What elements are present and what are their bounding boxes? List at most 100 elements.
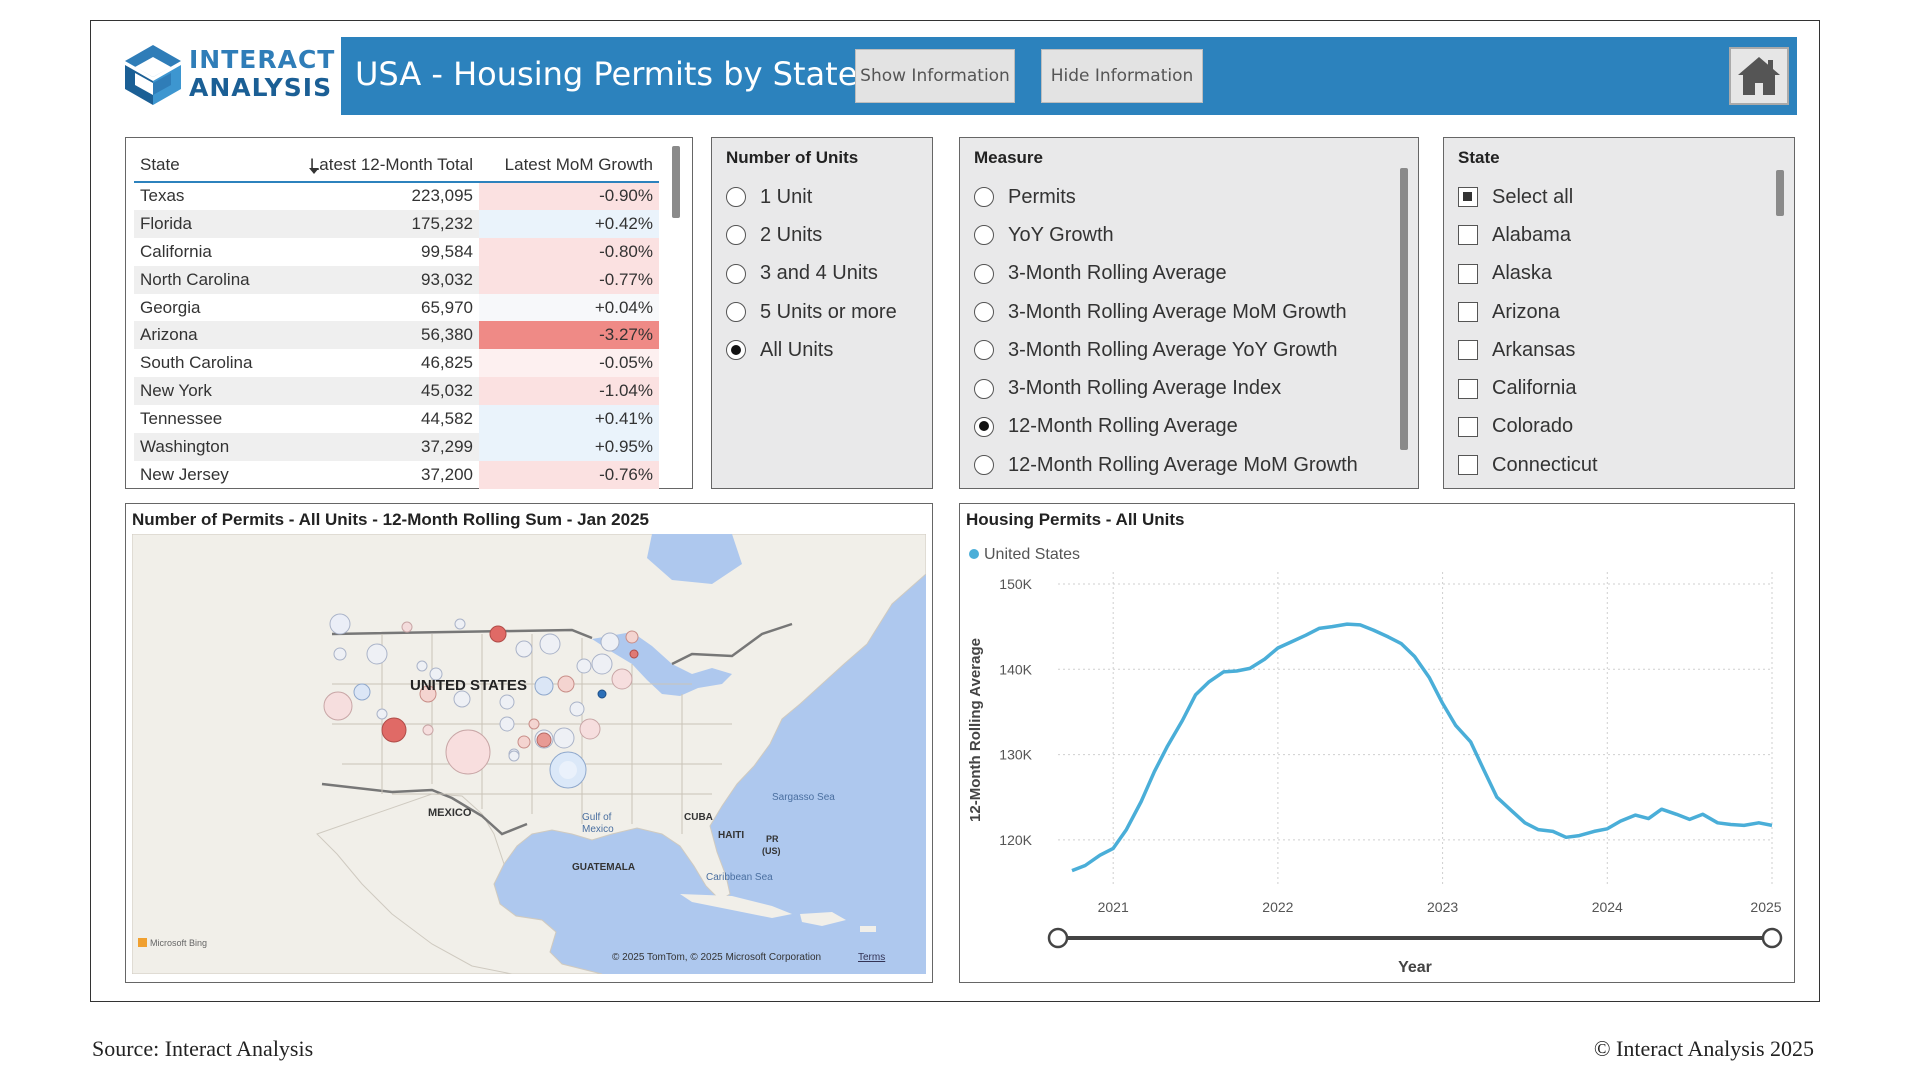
map-bubble[interactable] bbox=[536, 732, 552, 748]
radio-button[interactable] bbox=[974, 378, 994, 399]
measure-option[interactable]: 12-Month Rolling Average bbox=[974, 408, 1358, 446]
date-range-slider-end-handle[interactable] bbox=[1761, 927, 1783, 949]
show-information-button[interactable]: Show Information bbox=[855, 49, 1015, 103]
map-bubble[interactable] bbox=[591, 653, 613, 675]
map-bubble[interactable] bbox=[557, 675, 575, 693]
table-row[interactable]: North Carolina 93,032 -0.77% bbox=[134, 265, 659, 294]
map-bubble[interactable] bbox=[528, 718, 540, 730]
home-button[interactable] bbox=[1729, 47, 1789, 105]
state-option[interactable]: Select all bbox=[1458, 178, 1598, 216]
measure-option[interactable]: YoY Growth bbox=[974, 216, 1358, 254]
units-option[interactable]: 3 and 4 Units bbox=[726, 255, 897, 293]
map-bubble[interactable] bbox=[419, 685, 437, 703]
map-bubble[interactable] bbox=[333, 647, 347, 661]
map-bubble[interactable] bbox=[625, 630, 639, 644]
measure-option[interactable]: 3-Month Rolling Average MoM Growth bbox=[974, 293, 1358, 331]
series-line-united-states[interactable] bbox=[1071, 622, 1773, 873]
radio-button[interactable] bbox=[974, 263, 994, 284]
map-bubble[interactable] bbox=[323, 691, 353, 721]
radio-button[interactable] bbox=[726, 302, 746, 323]
table-row[interactable]: Florida 175,232 +0.42% bbox=[134, 209, 659, 238]
map-bubble[interactable] bbox=[600, 632, 620, 652]
checkbox[interactable] bbox=[1458, 263, 1478, 284]
checkbox[interactable] bbox=[1458, 187, 1478, 208]
checkbox[interactable] bbox=[1458, 378, 1478, 399]
map-bubble[interactable] bbox=[559, 761, 577, 779]
table-row[interactable]: Washington 37,299 +0.95% bbox=[134, 433, 659, 461]
hide-information-button[interactable]: Hide Information bbox=[1041, 49, 1203, 103]
table-row[interactable]: New York 45,032 -1.04% bbox=[134, 377, 659, 406]
map-bubble[interactable] bbox=[534, 676, 554, 696]
map-bubble[interactable] bbox=[416, 660, 428, 672]
map-bubble[interactable] bbox=[611, 668, 633, 690]
checkbox[interactable] bbox=[1458, 455, 1478, 476]
measure-option[interactable]: 12-Month Rolling Average MoM Growth bbox=[974, 446, 1358, 484]
checkbox[interactable] bbox=[1458, 225, 1478, 246]
units-option[interactable]: All Units bbox=[726, 331, 897, 369]
table-row[interactable]: Tennessee 44,582 +0.41% bbox=[134, 405, 659, 434]
units-option[interactable]: 2 Units bbox=[726, 216, 897, 254]
state-option[interactable]: California bbox=[1458, 369, 1598, 407]
table-row[interactable]: New Jersey 37,200 -0.76% bbox=[134, 460, 659, 489]
table-row[interactable]: Georgia 65,970 +0.04% bbox=[134, 293, 659, 322]
map-bubble[interactable] bbox=[517, 735, 531, 749]
radio-button[interactable] bbox=[974, 455, 994, 476]
units-option[interactable]: 5 Units or more bbox=[726, 293, 897, 331]
state-option[interactable]: Connecticut bbox=[1458, 446, 1598, 484]
radio-button[interactable] bbox=[974, 416, 994, 437]
measure-option[interactable]: 3-Month Rolling Average bbox=[974, 255, 1358, 293]
measure-option[interactable]: 3-Month Rolling Average Index bbox=[974, 369, 1358, 407]
table-row[interactable]: Texas 223,095 -0.90% bbox=[134, 182, 659, 210]
table-row[interactable]: South Carolina 46,825 -0.05% bbox=[134, 349, 659, 378]
state-option[interactable]: Colorado bbox=[1458, 408, 1598, 446]
bubble-map[interactable]: UNITED STATES MEXICO Gulf of Mexico CUBA… bbox=[132, 534, 926, 974]
map-bubble[interactable] bbox=[489, 625, 507, 643]
map-bubble[interactable] bbox=[422, 724, 434, 736]
table-row[interactable]: California 99,584 -0.80% bbox=[134, 237, 659, 266]
state-scrollbar[interactable] bbox=[1776, 170, 1784, 216]
date-range-slider-start-handle[interactable] bbox=[1047, 927, 1069, 949]
map-bubble[interactable] bbox=[376, 708, 388, 720]
map-bubble[interactable] bbox=[553, 727, 575, 749]
column-header-total[interactable]: Latest 12-Month Total bbox=[309, 154, 473, 174]
map-bubble[interactable] bbox=[381, 717, 407, 743]
checkbox[interactable] bbox=[1458, 416, 1478, 437]
map-bubble[interactable] bbox=[353, 683, 371, 701]
measure-option[interactable]: Permits bbox=[974, 178, 1358, 216]
map-bubble[interactable] bbox=[366, 643, 388, 665]
state-option[interactable]: Alabama bbox=[1458, 216, 1598, 254]
radio-button[interactable] bbox=[974, 302, 994, 323]
map-bubble[interactable] bbox=[453, 690, 471, 708]
radio-button[interactable] bbox=[974, 340, 994, 361]
map-bubble[interactable] bbox=[539, 633, 561, 655]
map-bubble[interactable] bbox=[401, 621, 413, 633]
map-bubble[interactable] bbox=[629, 649, 639, 659]
map-bubble[interactable] bbox=[597, 689, 607, 699]
map-bubble[interactable] bbox=[508, 750, 520, 762]
column-header-growth[interactable]: Latest MoM Growth bbox=[504, 154, 653, 174]
map-bubble[interactable] bbox=[576, 658, 592, 674]
map-bubble[interactable] bbox=[445, 729, 491, 775]
units-option[interactable]: 1 Unit bbox=[726, 178, 897, 216]
checkbox[interactable] bbox=[1458, 340, 1478, 361]
state-option[interactable]: Arkansas bbox=[1458, 331, 1598, 369]
map-bubble[interactable] bbox=[429, 667, 443, 681]
state-option[interactable]: Alaska bbox=[1458, 255, 1598, 293]
map-bubble[interactable] bbox=[454, 618, 466, 630]
radio-button[interactable] bbox=[726, 340, 746, 361]
map-bubble[interactable] bbox=[329, 613, 351, 635]
radio-button[interactable] bbox=[726, 263, 746, 284]
map-bubble[interactable] bbox=[499, 694, 515, 710]
radio-button[interactable] bbox=[726, 225, 746, 246]
radio-button[interactable] bbox=[974, 187, 994, 208]
map-bubble[interactable] bbox=[515, 640, 533, 658]
map-bubble[interactable] bbox=[579, 718, 601, 740]
radio-button[interactable] bbox=[974, 225, 994, 246]
state-option[interactable]: Arizona bbox=[1458, 293, 1598, 331]
map-bubble[interactable] bbox=[569, 701, 585, 717]
map-bubble[interactable] bbox=[499, 716, 515, 732]
radio-button[interactable] bbox=[726, 187, 746, 208]
table-scrollbar[interactable] bbox=[672, 146, 680, 218]
column-header-state[interactable]: State bbox=[140, 154, 180, 174]
